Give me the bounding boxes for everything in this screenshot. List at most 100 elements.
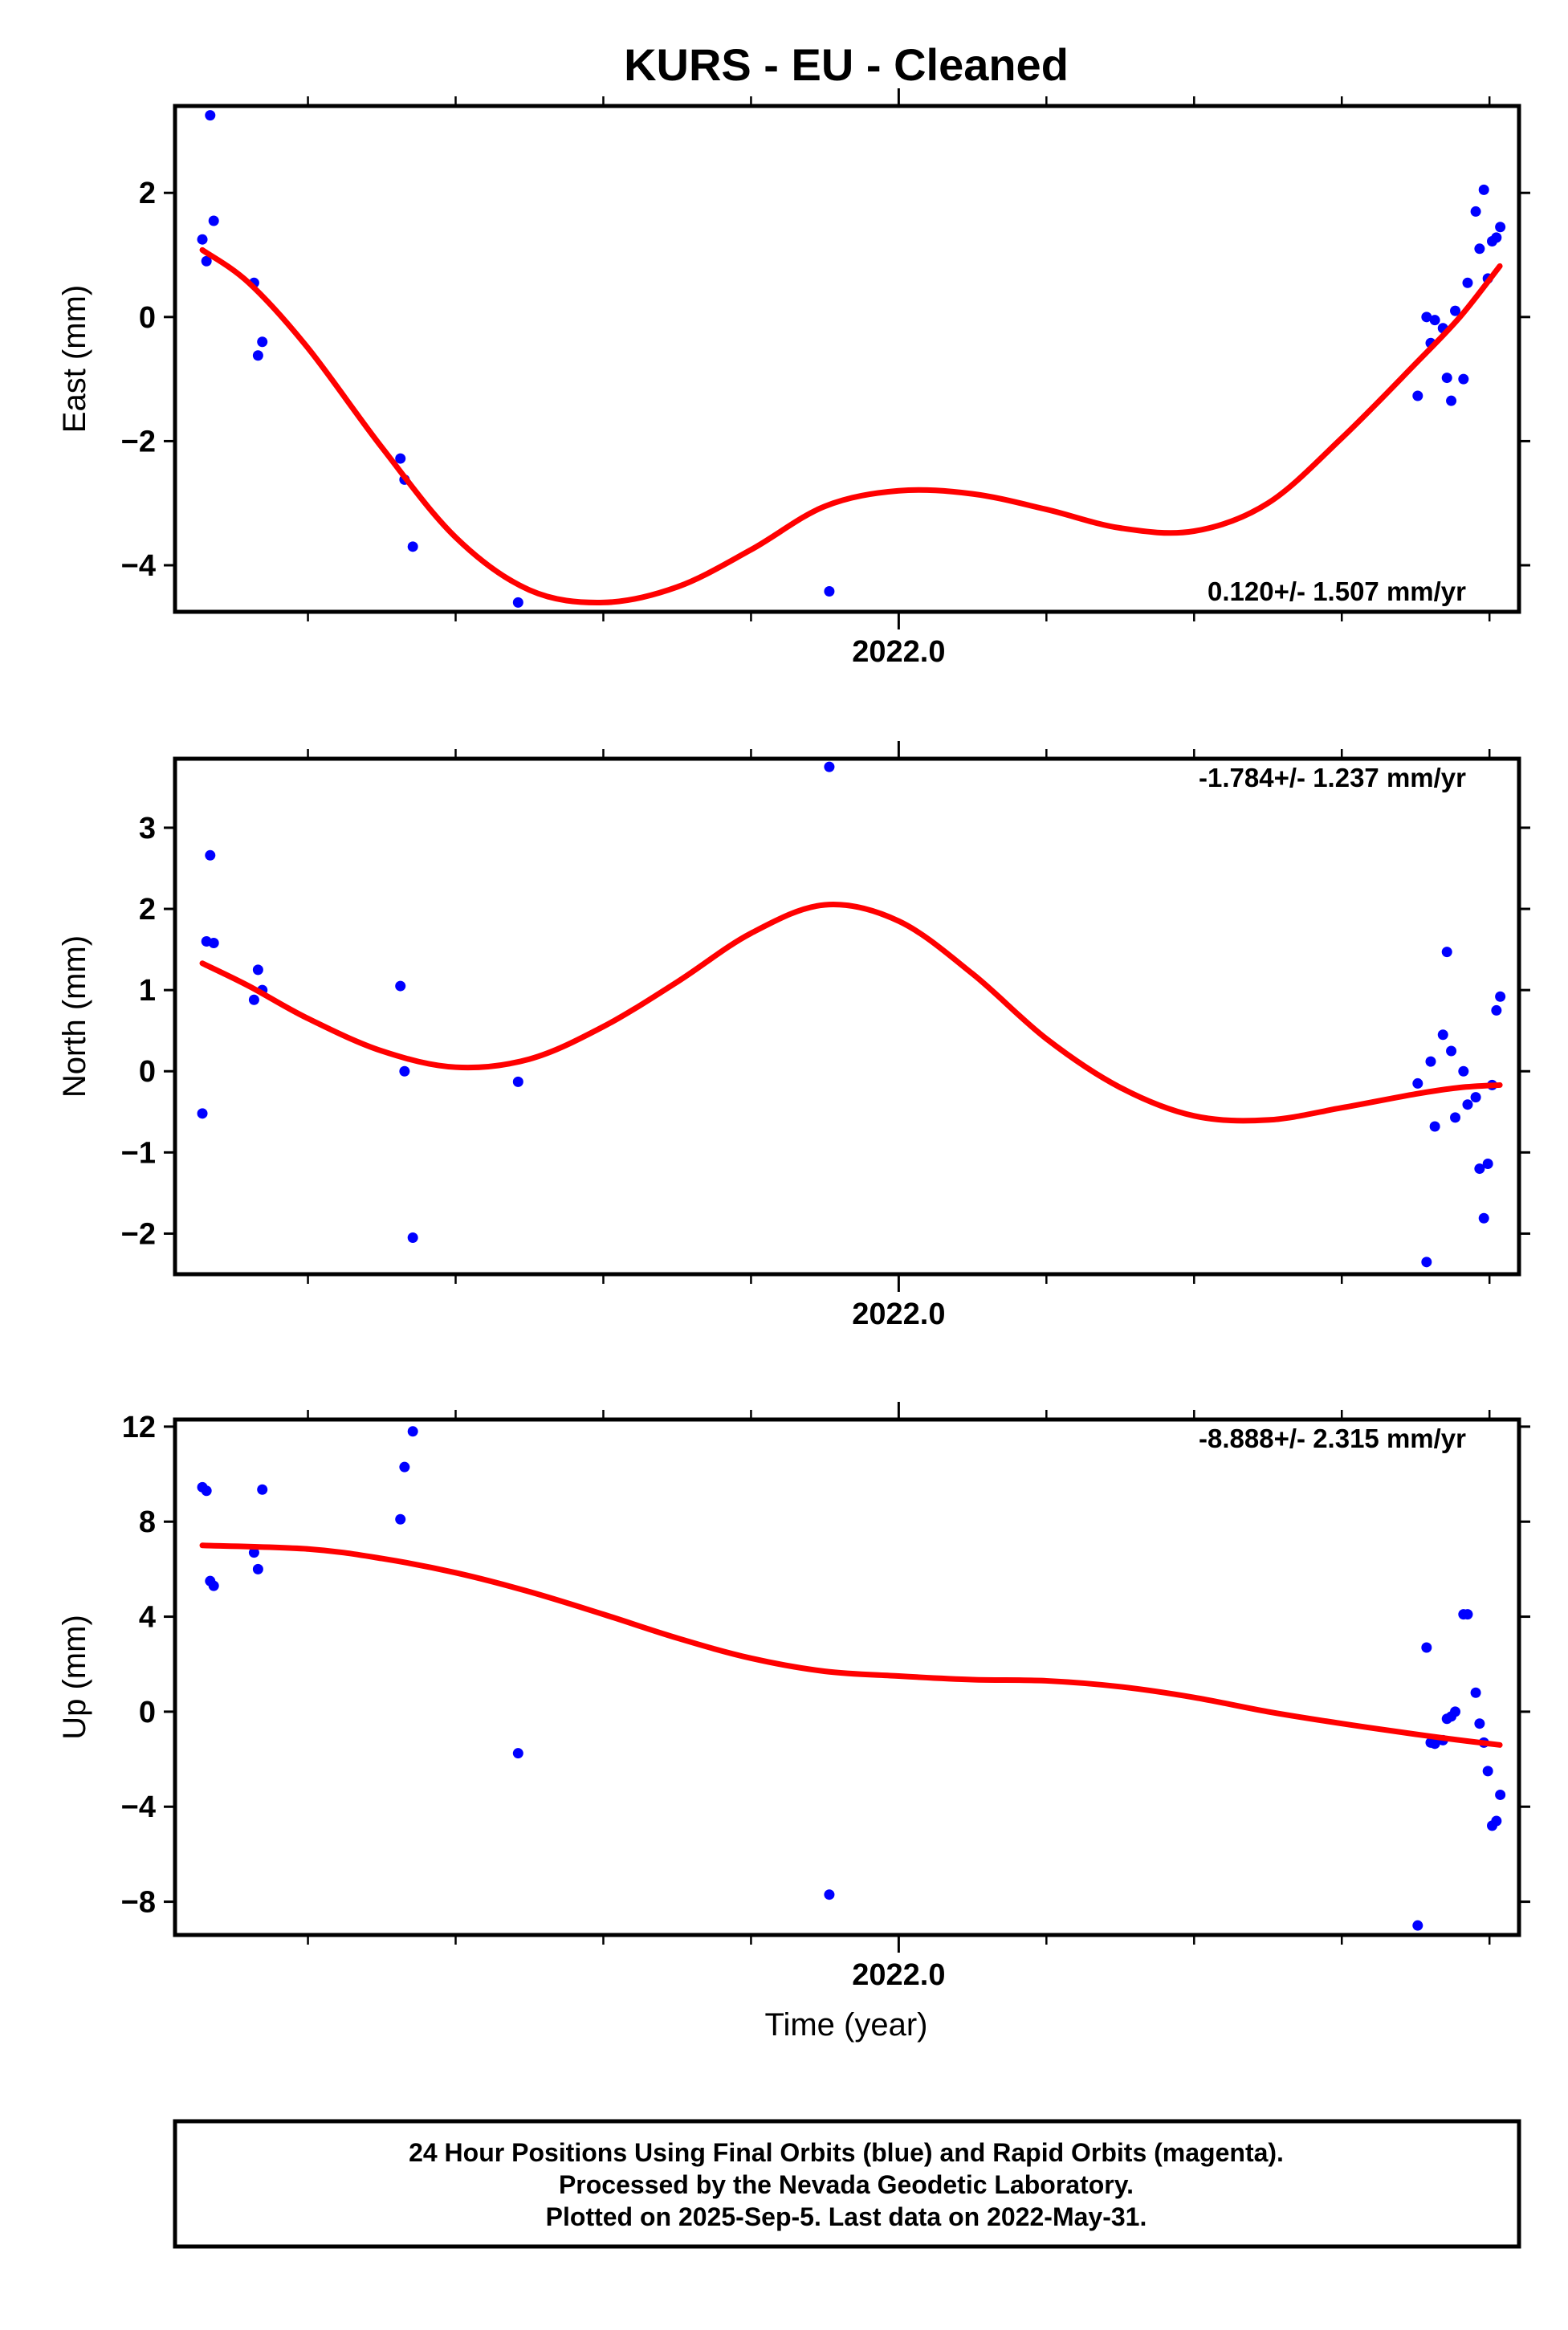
- up-data-point: [1474, 1718, 1485, 1729]
- east-fit-curve: [199, 246, 1503, 605]
- north-data-point: [512, 1076, 523, 1087]
- footer-line-2: Processed by the Nevada Geodetic Laborat…: [559, 2170, 1134, 2199]
- east-data-point: [1474, 243, 1485, 255]
- up-plot-frame: [173, 1417, 1521, 1937]
- north-ytick-label: −2: [121, 1217, 156, 1251]
- north-data-point: [1491, 1004, 1502, 1016]
- north-data-point: [208, 938, 219, 949]
- east-xtick-label: 2022.0: [852, 635, 945, 669]
- north-xtick-label: 2022.0: [852, 1297, 945, 1331]
- north-data-point: [1446, 1045, 1457, 1057]
- north-data-point: [1462, 1099, 1473, 1110]
- up-data-point: [407, 1426, 418, 1437]
- north-data-point: [1474, 1163, 1485, 1175]
- north-data-point: [205, 849, 216, 861]
- north-data-point: [1425, 1056, 1436, 1067]
- north-data-point: [1412, 1077, 1423, 1089]
- east-data-point: [252, 350, 263, 361]
- east-ytick-label: −2: [121, 425, 156, 458]
- up-data-point: [1429, 1738, 1440, 1750]
- east-data-point: [1429, 315, 1440, 326]
- north-data-point: [1429, 1121, 1440, 1132]
- up-data-point: [201, 1485, 212, 1497]
- up-ytick-label: 0: [139, 1696, 156, 1729]
- east-y-axis-label: East (mm): [57, 285, 92, 433]
- up-y-axis-label: Up (mm): [57, 1615, 92, 1740]
- north-data-point: [1450, 1112, 1461, 1123]
- up-xtick-label: 2022.0: [852, 1958, 945, 1992]
- north-data-point: [248, 994, 259, 1005]
- up-data-point: [512, 1748, 523, 1759]
- north-data-point: [395, 980, 406, 992]
- up-data-point: [1450, 1706, 1461, 1717]
- north-data-point: [399, 1065, 410, 1077]
- east-panel: −4 −2 0 2 2022.0 East (mm) 0.120+/- 1.507 mm/y…: [57, 88, 1530, 669]
- up-data-point: [1412, 1920, 1423, 1931]
- east-data-point: [1470, 206, 1481, 217]
- east-data-point: [201, 255, 212, 267]
- north-data-point: [1495, 991, 1506, 1002]
- north-data-point: [1482, 1159, 1493, 1170]
- east-data-point: [395, 453, 406, 464]
- footer-line-1: 24 Hour Positions Using Final Orbits (bl…: [409, 2138, 1284, 2167]
- east-data-point: [208, 215, 219, 226]
- north-ytick-label: −1: [121, 1136, 156, 1170]
- up-data-point: [1470, 1687, 1481, 1698]
- up-ytick-label: −8: [121, 1886, 156, 1920]
- footer-box: [173, 2119, 1521, 2249]
- east-data-point: [512, 597, 523, 608]
- north-ytick-label: 0: [139, 1055, 156, 1089]
- north-data-point: [1458, 1065, 1469, 1077]
- north-ytick-label: 2: [139, 893, 156, 927]
- footer-line-3: Plotted on 2025-Sep-5. Last data on 2022…: [546, 2202, 1147, 2231]
- up-data-point: [395, 1513, 406, 1525]
- east-data-point: [407, 541, 418, 552]
- up-points: [197, 1426, 1506, 1931]
- east-rate-annotation: 0.120+/- 1.507 mm/yr: [1208, 576, 1466, 606]
- east-data-point: [1478, 184, 1489, 195]
- north-data-point: [1478, 1212, 1489, 1224]
- up-ytick-label: 12: [122, 1411, 156, 1444]
- east-data-point: [1495, 222, 1506, 233]
- up-data-point: [248, 1547, 259, 1558]
- up-data-point: [824, 1889, 835, 1900]
- east-data-point: [1462, 277, 1473, 288]
- up-rate-annotation: -8.888+/- 2.315 mm/yr: [1199, 1424, 1466, 1453]
- north-data-point: [1421, 1257, 1432, 1268]
- east-ytick-label: −4: [121, 549, 156, 583]
- up-data-point: [1482, 1766, 1493, 1777]
- east-ytick-label: 0: [139, 301, 156, 335]
- up-data-point: [1462, 1609, 1473, 1620]
- north-data-point: [1437, 1029, 1448, 1041]
- east-data-point: [257, 336, 268, 348]
- east-data-point: [1450, 305, 1461, 316]
- up-data-point: [252, 1563, 263, 1574]
- north-data-point: [252, 964, 263, 976]
- up-data-point: [1495, 1789, 1506, 1800]
- east-ytick-label: 2: [139, 177, 156, 210]
- east-data-point: [1491, 232, 1502, 243]
- east-data-point: [1421, 312, 1432, 323]
- north-data-point: [407, 1232, 418, 1244]
- north-fit-curve: [199, 902, 1503, 1124]
- chart-title: KURS - EU - Cleaned: [624, 39, 1069, 90]
- east-data-point: [1446, 395, 1457, 406]
- north-ytick-label: 1: [139, 974, 156, 1008]
- east-data-point: [197, 234, 208, 245]
- north-plot-frame: [173, 756, 1521, 1277]
- x-axis-label: Time (year): [765, 2007, 928, 2043]
- north-data-point: [824, 761, 835, 772]
- up-data-point: [208, 1580, 219, 1591]
- east-data-point: [1441, 373, 1452, 384]
- east-data-point: [1412, 390, 1423, 401]
- up-ytick-label: 8: [139, 1505, 156, 1539]
- north-ytick-label: 3: [139, 812, 156, 845]
- north-data-point: [197, 1108, 208, 1119]
- north-points: [197, 761, 1506, 1268]
- east-data-point: [824, 585, 835, 597]
- up-ytick-label: 4: [139, 1601, 156, 1635]
- up-data-point: [399, 1461, 410, 1473]
- north-y-axis-label: North (mm): [57, 935, 92, 1098]
- north-panel: −2 −1 0 1 2 3 2022.0 North (mm) -1.784+/- 1.237 …: [57, 741, 1530, 1331]
